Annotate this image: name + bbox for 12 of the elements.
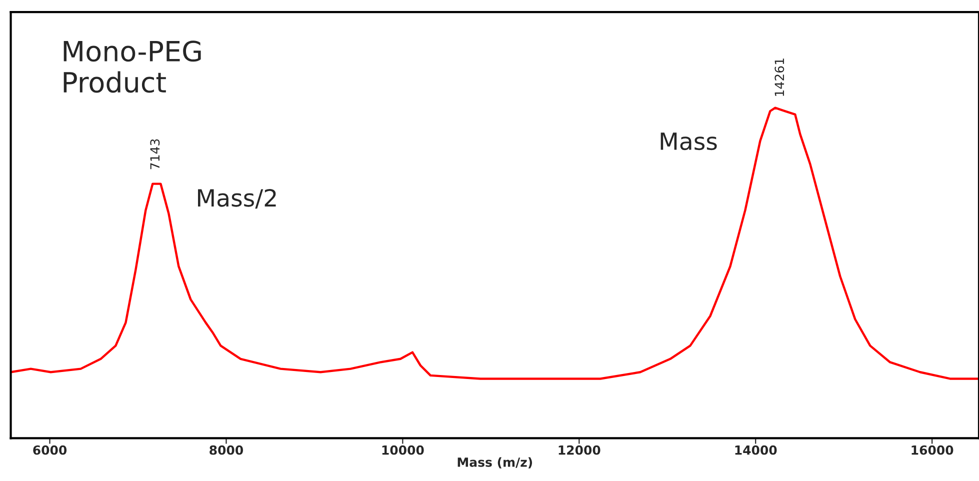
x-tick-label: 10000 xyxy=(382,445,424,455)
x-tick-label: 16000 xyxy=(912,445,954,455)
x-tick-label: 8000 xyxy=(210,445,244,455)
annotation: 7143 xyxy=(150,139,160,170)
x-tick-label: 6000 xyxy=(33,445,67,455)
text: 14261 xyxy=(774,58,784,96)
text: Mono-PEG Product xyxy=(64,40,201,93)
annotation: Mass/2 xyxy=(198,188,276,209)
annotation: Mass xyxy=(660,132,717,150)
x-tick-label: 12000 xyxy=(558,445,600,455)
x-axis-title: Mass (m/z) xyxy=(458,457,532,468)
x-tick-label: 14000 xyxy=(735,445,777,455)
